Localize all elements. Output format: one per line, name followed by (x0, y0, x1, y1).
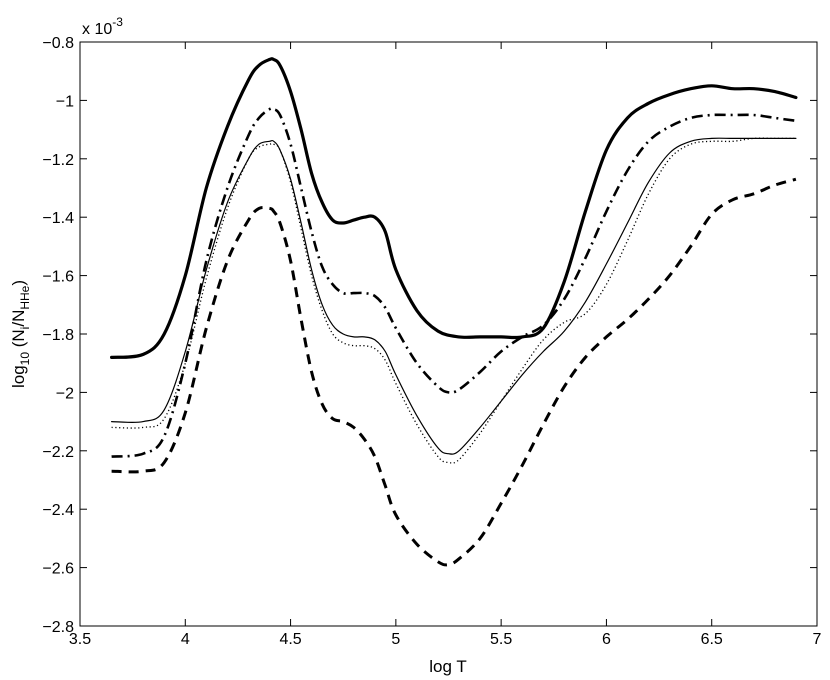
tick-labels: 3.5 4 4.5 5 5.5 6 6.5 7 −2.8 −2.6 −2.4 −2.2 −2 −1.8 −1… (42, 35, 821, 648)
x-tick-label: 4 (181, 631, 190, 648)
y-tick-label: −1.4 (42, 210, 74, 227)
series-line-dotted (111, 137, 796, 464)
y-axis-label-sub-hhe: HHe (18, 285, 32, 309)
x-axis-label: log T (429, 657, 467, 676)
y-axis-label-sub-10: 10 (18, 352, 32, 366)
y-tick-label: −1.6 (42, 269, 74, 286)
x-tick-label: 4.5 (279, 631, 301, 648)
x-tick-label: 6 (602, 631, 611, 648)
x-tick-label: 7 (813, 631, 822, 648)
y-tick-label: −2.6 (42, 561, 74, 578)
y-axis-label: log10 (Ni/NHHe) (9, 280, 32, 388)
x-tick-label: 6.5 (701, 631, 723, 648)
y-tick-label: −1 (56, 93, 74, 110)
x-tick-label: 5.5 (490, 631, 512, 648)
y-tick-label: −0.8 (42, 35, 74, 52)
series-layer (110, 57, 798, 567)
series-line-thick-dashed (111, 177, 797, 567)
y-axis-label-log: log (9, 365, 28, 388)
axis-ticks (79, 41, 818, 627)
series-line-thick-dashdot (111, 106, 797, 458)
y-axis-label-slash-n: /N (9, 310, 28, 327)
x-tick-label: 5 (391, 631, 400, 648)
y-axis-label-sub-i: i (18, 327, 32, 330)
y-tick-label: −1.8 (42, 327, 74, 344)
y-axis-label-n-open: (N (9, 329, 28, 352)
series-line-thin-solid (111, 137, 797, 455)
y-tick-label: −2.8 (42, 619, 74, 636)
y-tick-label: −2.4 (42, 502, 74, 519)
series-line-thick-solid (110, 57, 798, 359)
y-tick-label: −2.2 (42, 444, 74, 461)
y-tick-label: −1.2 (42, 152, 74, 169)
x-tick-label: 3.5 (69, 631, 91, 648)
y-axis-exponent: x 10-3 (82, 15, 123, 38)
y-axis-label-close: ) (9, 280, 28, 286)
y-tick-label: −2 (56, 385, 74, 402)
exponent-base: x 10 (82, 21, 112, 38)
exponent-power: -3 (112, 15, 123, 29)
